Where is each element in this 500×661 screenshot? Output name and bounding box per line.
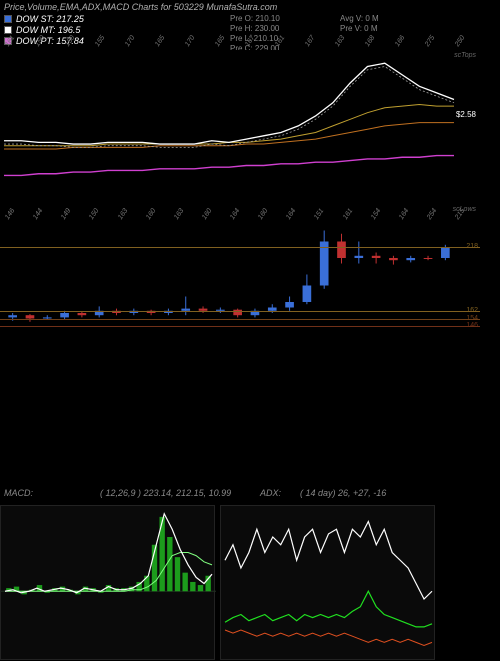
legend-item: DOW MT: 196.5 [4,25,84,35]
pre-ohlc-block: Pre O: 210.10Pre H: 230.00Pre L: 210.10P… [230,14,280,54]
support-line [0,319,480,320]
x-label-top: 163 [334,34,346,48]
x-label-top: 155 [94,34,106,48]
legend-swatch [4,15,12,23]
x-label-top: 166 [394,34,406,48]
legend-item: DOW ST: 217.25 [4,14,84,24]
x-label-top: 168 [364,34,376,48]
legend-label: DOW ST: 217.25 [16,14,84,24]
avg-vol-block: Avg V: 0 MPre V: 0 M [340,14,379,34]
legend-swatch [4,26,12,34]
support-label: 218 [466,243,478,250]
last-price-tag: $2.58 [454,110,478,119]
pre-row: Pre H: 230.00 [230,24,280,34]
candle-panel: 218 162154146 [0,225,480,335]
support-label: 162 [466,307,478,314]
support-label: 154 [466,315,478,322]
avg-row: Avg V: 0 M [340,14,379,24]
corner-top-label: scTops [454,52,476,59]
adx-label: ADX: [260,488,281,498]
chart-title: Price,Volume,EMA,ADX,MACD Charts for 503… [4,2,277,12]
adx-values: ( 14 day) 26, +27, -16 [300,488,386,498]
macd-label: MACD: [4,488,33,498]
x-label-top: 250 [454,34,466,48]
avg-row: Pre V: 0 M [340,24,379,34]
macd-panel [0,505,215,660]
x-label-top: 165 [214,34,226,48]
x-label-top: 165 [154,34,166,48]
support-label: 146 [466,322,478,329]
pre-row: Pre O: 210.10 [230,14,280,24]
x-label-top: 167 [304,34,316,48]
support-line [0,311,480,312]
x-label-top: 170 [124,34,136,48]
support-line [0,326,480,327]
macd-values: ( 12,26,9 ) 223.14, 212.15, 10.99 [100,488,231,498]
x-label-top: 275 [424,34,436,48]
x-label-top: 170 [184,34,196,48]
price-ema-panel: scTops scLows $2.58 16115015015517016517… [0,50,480,215]
adx-panel [220,505,435,660]
support-line [0,247,480,248]
